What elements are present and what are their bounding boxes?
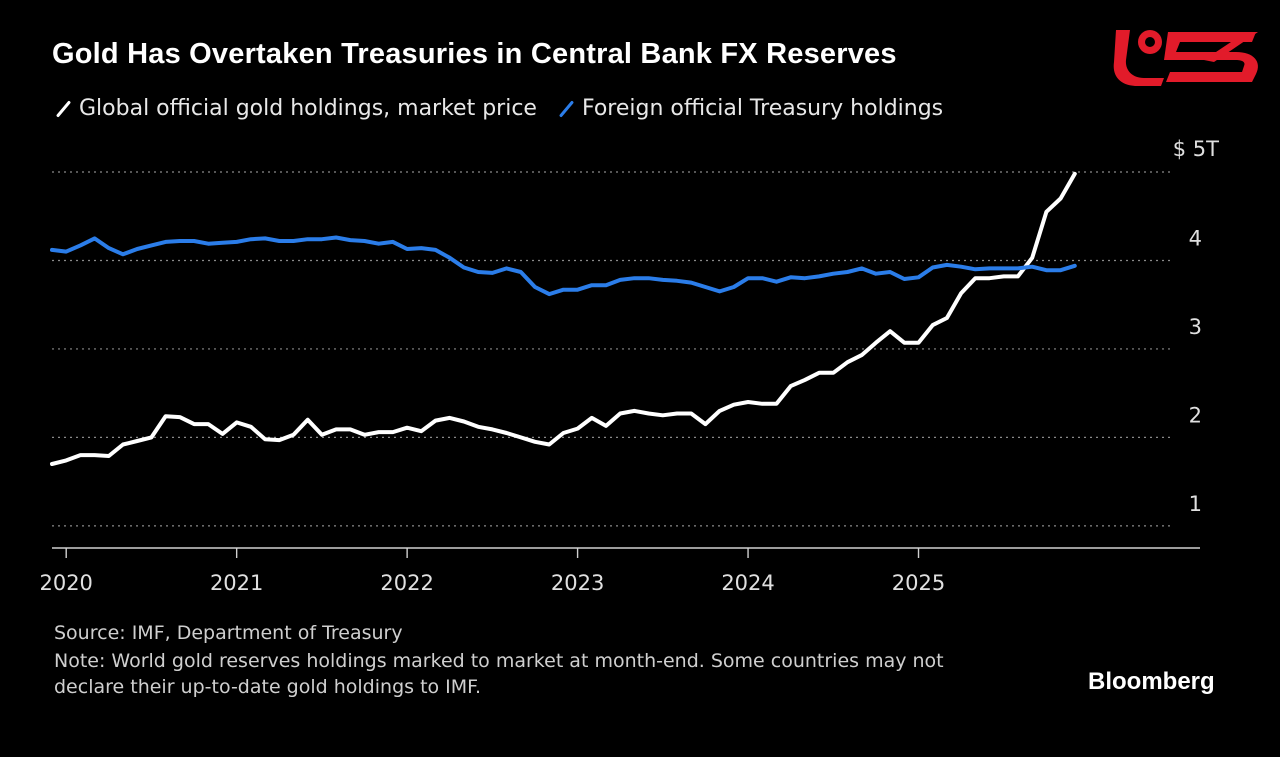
- chart-title: Gold Has Overtaken Treasuries in Central…: [52, 38, 897, 70]
- legend-label-treasury: Foreign official Treasury holdings: [581, 96, 944, 121]
- x-tick-label-2024: 2024: [721, 571, 774, 595]
- x-tick-label-2020: 2020: [39, 571, 92, 595]
- chart-legend: Global official gold holdings, market pr…: [55, 96, 965, 121]
- x-tick-label-2022: 2022: [380, 571, 433, 595]
- series-line-gold: [50, 171, 1077, 466]
- y-tick-label-4: 4: [1189, 226, 1202, 250]
- line-chart: $ 5T 4 3 2 1 2020 2021 2022 2023 2024 2025: [39, 137, 1219, 595]
- x-tick-label-2025: 2025: [892, 571, 945, 595]
- legend-item-gold: Global official gold holdings, market pr…: [55, 96, 537, 121]
- x-tick-label-2023: 2023: [551, 571, 604, 595]
- legend-label-gold: Global official gold holdings, market pr…: [79, 96, 537, 121]
- bloomberg-wordmark: Bloomberg: [1088, 668, 1215, 695]
- x-tick-label-2021: 2021: [210, 571, 263, 595]
- source-note: Source: IMF, Department of Treasury: [54, 622, 403, 644]
- footnote: Note: World gold reserves holdings marke…: [54, 650, 944, 698]
- y-tick-label-3: 3: [1189, 315, 1202, 339]
- y-tick-label-2: 2: [1189, 403, 1202, 427]
- publisher-logo: [1106, 20, 1266, 94]
- series-line-treasury: [50, 235, 1077, 297]
- legend-item-treasury: Foreign official Treasury holdings: [558, 96, 944, 121]
- y-tick-label-5: $ 5T: [1173, 137, 1219, 161]
- y-tick-label-1: 1: [1189, 492, 1202, 516]
- red-s-logo-icon: [1113, 30, 1258, 86]
